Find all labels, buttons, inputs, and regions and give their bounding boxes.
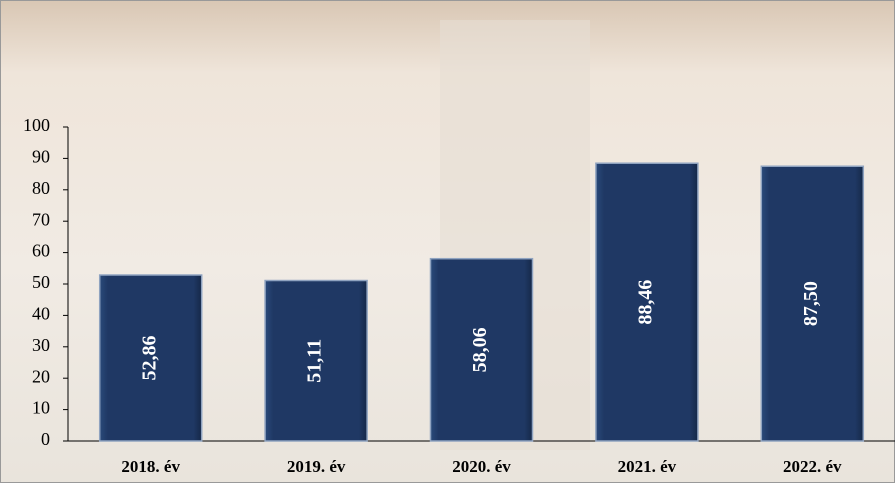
y-tick-label: 30 xyxy=(32,335,50,355)
bar xyxy=(760,165,865,442)
y-tick-label: 50 xyxy=(32,272,50,292)
value-label: 51,11 xyxy=(304,339,326,383)
y-tick-label: 100 xyxy=(23,115,50,135)
bar xyxy=(595,162,699,442)
value-label: 58,06 xyxy=(469,327,491,372)
bar xyxy=(429,257,534,442)
y-tick-label: 10 xyxy=(32,398,50,418)
y-tick-label: 40 xyxy=(32,304,50,324)
y-tick-label: 80 xyxy=(32,178,50,198)
x-tick-label: 2020. év xyxy=(452,457,511,476)
value-label: 87,50 xyxy=(800,281,822,326)
y-tick-label: 20 xyxy=(32,366,50,386)
x-tick-label: 2019. év xyxy=(287,457,346,476)
x-tick-label: 2021. év xyxy=(618,457,677,476)
x-tick-label: 2022. év xyxy=(783,457,842,476)
y-tick-label: 60 xyxy=(32,241,50,261)
y-tick-label: 90 xyxy=(32,147,50,167)
x-tick-label: 2018. év xyxy=(121,457,180,476)
value-label: 88,46 xyxy=(634,280,656,325)
y-tick-label: 70 xyxy=(32,209,50,229)
value-label: 52,86 xyxy=(138,336,160,381)
bar xyxy=(264,279,368,442)
bar xyxy=(98,274,203,442)
y-tick-label: 0 xyxy=(41,429,50,449)
